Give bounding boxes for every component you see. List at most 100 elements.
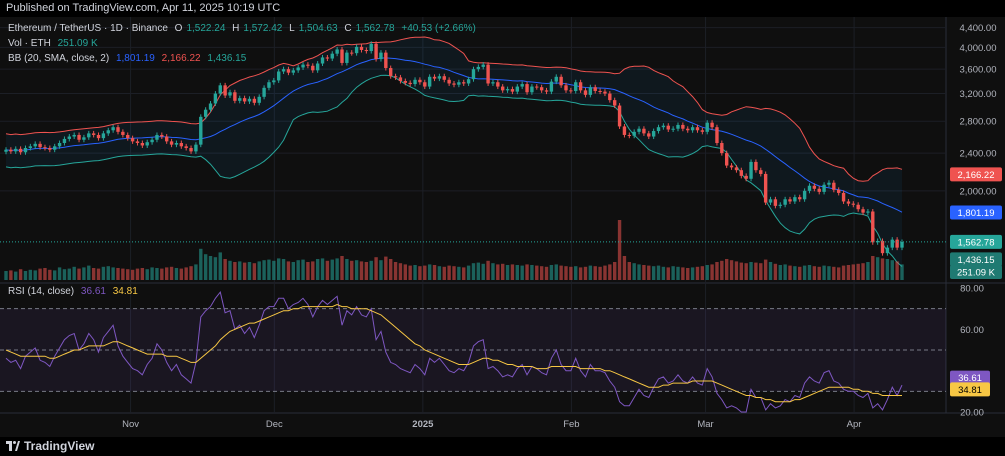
volume-bar: [656, 265, 661, 280]
chart-area[interactable]: 4,400.00 4,000.00 3,600.00 3,200.00 2,800.00…: [0, 17, 1005, 437]
volume-bar: [783, 264, 787, 280]
candle-body: [476, 66, 481, 70]
published-text: Published on TradingView.com, Apr 11, 20…: [6, 2, 281, 14]
candle-body: [106, 130, 110, 134]
volume-bar: [291, 262, 295, 280]
bb-label: BB (20, SMA, close, 2): [8, 53, 110, 64]
time-tick-label: Apr: [847, 419, 862, 430]
time-tick-label: Nov: [122, 419, 139, 430]
volume-bar: [622, 256, 627, 280]
volume-bar: [423, 265, 427, 280]
candle-body: [768, 199, 773, 203]
candle-body: [257, 96, 261, 103]
volume-bar: [48, 269, 52, 280]
volume-bar: [223, 259, 227, 280]
candle-body: [861, 209, 865, 213]
candle-body: [900, 241, 904, 248]
volume-bar: [252, 263, 257, 280]
volume-bar: [18, 269, 23, 280]
candle-body: [238, 98, 242, 101]
volume-bar: [720, 260, 724, 280]
volume-bar: [218, 252, 222, 280]
candle-body: [301, 64, 305, 68]
volume-bar: [846, 265, 851, 280]
volume-bar: [530, 265, 534, 280]
candle-body: [247, 98, 252, 102]
close-label: C: [344, 23, 352, 34]
candle-body: [379, 52, 383, 60]
candle-body: [462, 82, 466, 84]
candle-body: [647, 133, 651, 137]
bollinger-upper-line: [5, 36, 903, 182]
candle-body: [174, 143, 179, 145]
volume-bar: [642, 265, 646, 280]
volume-bar: [690, 267, 695, 280]
candle-body: [807, 185, 812, 191]
rsi-ma-line: [5, 303, 902, 403]
volume-bar: [354, 260, 359, 280]
volume-bar: [739, 262, 743, 280]
candle-body: [705, 122, 709, 132]
candle-body: [330, 53, 334, 59]
rsi-line: [5, 290, 903, 413]
candle-body: [559, 76, 563, 86]
candle-body: [194, 144, 198, 152]
last-price-label: 1,562.78: [958, 237, 995, 248]
candle-body: [700, 130, 705, 132]
candle-body: [617, 105, 622, 127]
volume-bar: [768, 262, 773, 280]
volume-bar: [364, 262, 369, 280]
candle-body: [218, 85, 222, 94]
volume-bar: [773, 263, 778, 280]
volume-bar: [184, 267, 188, 280]
open-value: 1,522.24: [186, 23, 226, 34]
volume-bar: [272, 260, 276, 280]
candle-body: [471, 69, 476, 80]
candle-body: [242, 98, 247, 102]
candle-body: [393, 76, 398, 78]
volume-bar: [476, 262, 481, 280]
volume-bar: [710, 264, 714, 280]
candle-body: [515, 86, 519, 92]
volume-bar: [632, 263, 636, 280]
candle-body: [350, 52, 354, 54]
candle-body: [169, 141, 174, 145]
last-price-label-box: [950, 234, 1002, 249]
candle-body: [754, 161, 758, 171]
candle-body: [554, 76, 558, 82]
volume-bar: [851, 264, 855, 280]
candle-body: [18, 148, 23, 153]
volume-bar: [330, 259, 334, 280]
volume-bar: [238, 261, 242, 280]
volume-bar: [651, 266, 656, 280]
volume-bar: [593, 266, 597, 280]
volume-bar: [213, 257, 218, 280]
volume-bar: [447, 265, 451, 280]
volume-bar: [613, 262, 617, 280]
volume-bar: [67, 268, 71, 280]
volume-bar: [520, 265, 524, 280]
chart-svg[interactable]: 4,400.00 4,000.00 3,600.00 3,200.00 2,800.00…: [0, 17, 1005, 437]
candle-body: [588, 87, 593, 95]
volume-bar: [544, 266, 549, 280]
candle-body: [656, 127, 661, 132]
volume-bar: [277, 258, 281, 280]
candle-body: [744, 175, 748, 179]
candle-body: [510, 89, 515, 92]
candle-body: [734, 167, 739, 171]
volume-bar: [715, 262, 719, 280]
volume-bar: [749, 262, 753, 280]
candle-body: [856, 204, 860, 210]
candle-body: [427, 76, 432, 87]
candle-body: [603, 91, 607, 94]
bb-upper-value: 2,166.22: [161, 53, 201, 64]
candle-body: [539, 87, 544, 91]
candle-body: [812, 185, 817, 189]
tradingview-logo[interactable]: TradingView: [6, 439, 94, 453]
volume-bar: [462, 267, 466, 280]
candle-body: [871, 211, 875, 243]
volume-bar: [817, 266, 821, 280]
volume-bar: [23, 271, 28, 280]
volume-bar: [267, 259, 271, 280]
candle-body: [135, 141, 140, 144]
